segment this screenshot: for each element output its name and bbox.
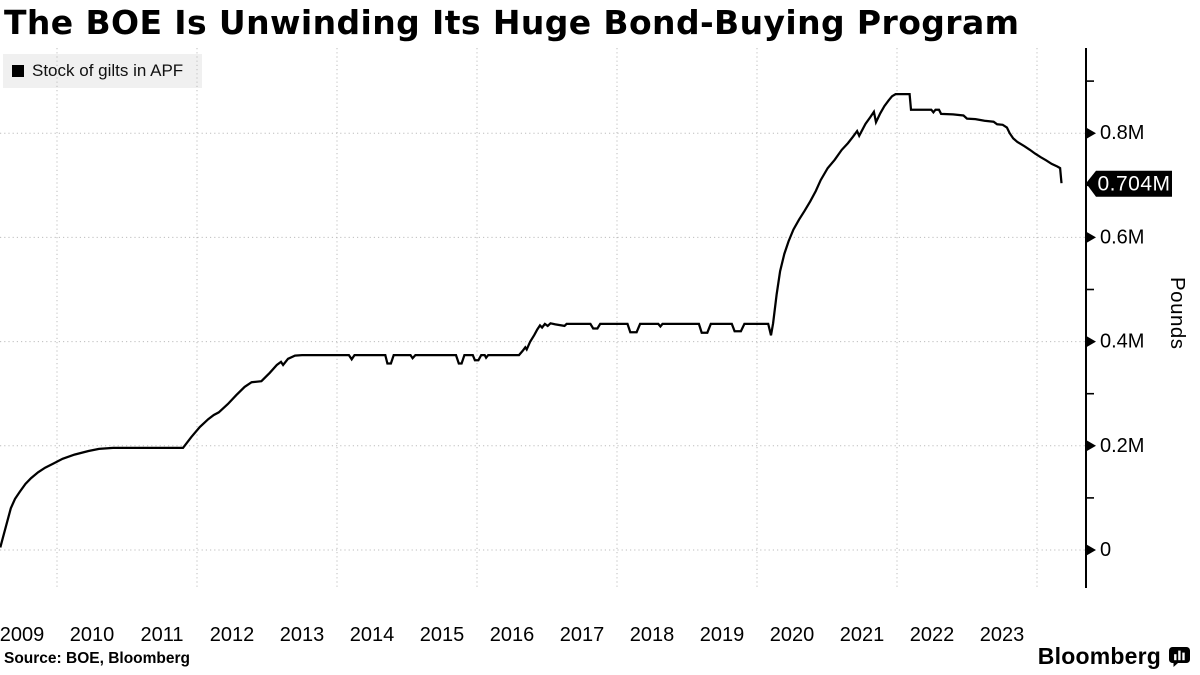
bloomberg-logo: Bloomberg bbox=[1038, 643, 1191, 670]
badge-arrow bbox=[1086, 170, 1172, 197]
x-tick-label: 2012 bbox=[210, 624, 255, 646]
x-tick-label: 2014 bbox=[350, 624, 395, 646]
x-tick-label: 2022 bbox=[910, 624, 955, 646]
x-tick-label: 2015 bbox=[420, 624, 465, 646]
page-title: The BOE Is Unwinding Its Huge Bond-Buyin… bbox=[4, 3, 1020, 42]
y-axis-title: Pounds bbox=[1166, 277, 1189, 350]
legend-label: Stock of gilts in APF bbox=[32, 61, 184, 80]
x-tick-label: 2019 bbox=[700, 624, 745, 646]
x-tick-label: 2013 bbox=[280, 624, 325, 646]
source-note: Source: BOE, Bloomberg bbox=[4, 650, 191, 667]
x-tick-label: 2021 bbox=[840, 624, 885, 646]
badge-value: 0.704M bbox=[1097, 173, 1170, 196]
y-tick-label: 0.6M bbox=[1100, 226, 1144, 248]
x-tick-label: 2016 bbox=[490, 624, 535, 646]
x-tick-label: 2017 bbox=[560, 624, 605, 646]
v-gridlines bbox=[56, 48, 1038, 588]
y-tick-label: 0.4M bbox=[1100, 331, 1144, 353]
bloomberg-wordmark: Bloomberg bbox=[1037, 643, 1161, 669]
x-tick-label: 2009 bbox=[0, 624, 44, 646]
last-value-badge: 0.704M bbox=[1086, 170, 1172, 197]
legend: Stock of gilts in APF bbox=[3, 54, 202, 88]
x-tick-label: 2010 bbox=[70, 624, 115, 646]
x-axis-labels: 2009 2010 2011 2012 2013 2014 2015 2016 2017 2018… bbox=[0, 624, 1024, 646]
x-tick-label: 2011 bbox=[140, 624, 183, 646]
x-tick-label: 2020 bbox=[770, 624, 815, 646]
y-tick-label: 0.8M bbox=[1100, 122, 1144, 144]
x-tick-label: 2018 bbox=[630, 624, 675, 646]
legend-swatch-icon bbox=[12, 65, 24, 77]
y-axis-minor-ticks bbox=[1086, 80, 1094, 499]
y-axis-major-ticks bbox=[1086, 127, 1096, 556]
h-gridlines bbox=[0, 132, 1086, 551]
y-tick-label: 0.2M bbox=[1100, 435, 1144, 457]
bloomberg-chart-icon bbox=[1169, 646, 1190, 667]
y-axis-tick-labels: 0 0.2M 0.4M 0.6M 0.8M bbox=[1100, 122, 1144, 561]
y-tick-label: 0 bbox=[1100, 539, 1111, 561]
x-tick-label: 2023 bbox=[980, 624, 1025, 646]
data-line bbox=[0, 92, 1063, 548]
